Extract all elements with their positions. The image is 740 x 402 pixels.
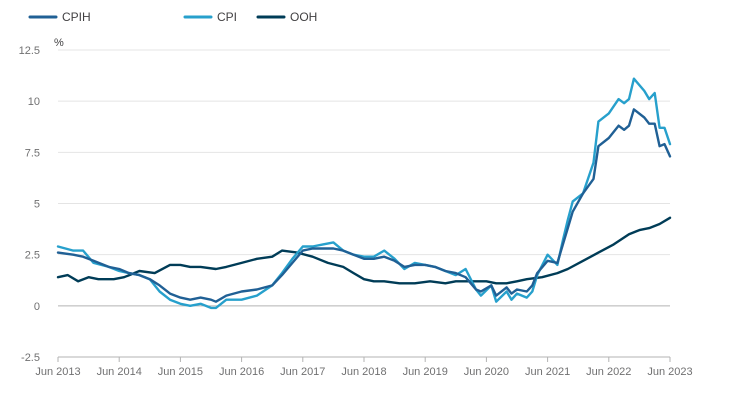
x-axis: Jun 2013 Jun 2014 Jun 2015 Jun 2016 Jun 2017… — [35, 356, 693, 378]
x-tick-label: Jun 2017 — [280, 366, 325, 378]
x-tick-label: Jun 2014 — [97, 366, 142, 378]
y-tick-label: 2.5 — [25, 250, 40, 262]
x-tick-label: Jun 2016 — [219, 366, 264, 378]
y-tick-label: 10 — [28, 96, 40, 108]
legend-label-cpih: CPIH — [62, 10, 91, 24]
y-tick-label: 7.5 — [25, 147, 40, 159]
legend-label-cpi: CPI — [217, 10, 237, 24]
legend: CPIH CPI OOH — [28, 10, 317, 24]
series-line-cpih — [56, 108, 672, 303]
plot-area — [56, 77, 672, 310]
x-tick-label: Jun 2023 — [647, 366, 692, 378]
x-tick-label: Jun 2021 — [525, 366, 570, 378]
x-tick-label: Jun 2013 — [35, 366, 80, 378]
x-tick-label: Jun 2015 — [158, 366, 203, 378]
x-tick-label: Jun 2020 — [464, 366, 509, 378]
y-tick-label: 5 — [34, 199, 40, 211]
y-axis: 12.5 10 7.5 5 2.5 0 -2.5 — [19, 45, 40, 364]
x-tick-label: Jun 2022 — [586, 366, 631, 378]
x-tick-label: Jun 2019 — [403, 366, 448, 378]
legend-label-ooh: OOH — [290, 10, 317, 24]
x-tick-label: Jun 2018 — [341, 366, 386, 378]
y-tick-label: 0 — [34, 301, 40, 313]
y-tick-label: -2.5 — [21, 352, 40, 364]
series-line-ooh — [56, 216, 672, 285]
y-unit-label: % — [54, 37, 64, 49]
y-tick-label: 12.5 — [19, 45, 40, 57]
